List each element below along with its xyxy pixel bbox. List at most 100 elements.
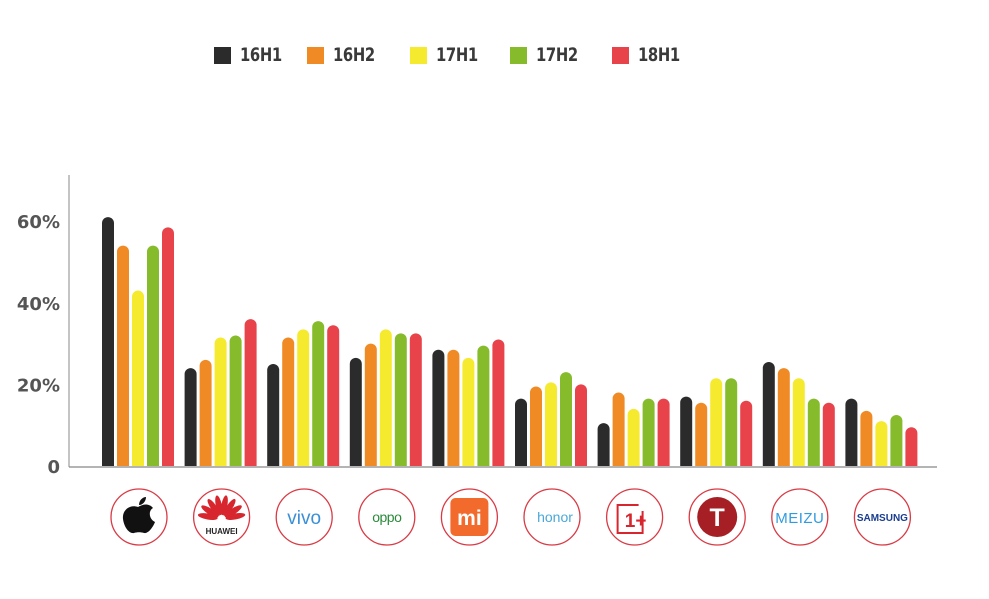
bar-apple-17h2 bbox=[147, 245, 159, 466]
bar-1-17h1 bbox=[627, 408, 640, 466]
legend-item-16h2: 16H2 bbox=[307, 42, 387, 68]
logo-ring bbox=[771, 488, 829, 546]
oneplus-mask bbox=[638, 497, 653, 511]
bar-1-16h1 bbox=[597, 423, 610, 466]
bars bbox=[102, 217, 918, 466]
oneplus-frame bbox=[616, 504, 644, 534]
bar-samsung-17h1 bbox=[875, 421, 888, 466]
legend-swatch bbox=[410, 46, 427, 64]
logo-samsung: SAMSUNG bbox=[853, 488, 912, 546]
logo-ring bbox=[275, 488, 333, 546]
apple-leaf-icon bbox=[139, 497, 146, 505]
logo-ring bbox=[853, 488, 912, 546]
bar-samsung-18h1 bbox=[905, 427, 918, 466]
bar-mi-17h2 bbox=[477, 345, 490, 466]
logo-apple bbox=[110, 488, 168, 546]
bar-mi-16h2 bbox=[447, 349, 460, 466]
bar-oppo-16h2 bbox=[364, 343, 377, 466]
bar-1-17h2 bbox=[642, 398, 655, 466]
smartisan-logo-disc bbox=[697, 497, 738, 537]
logo-huawei: HUAWEI bbox=[192, 488, 251, 546]
bar-samsung-16h1 bbox=[845, 398, 858, 466]
bar-oppo-16h1 bbox=[349, 357, 362, 466]
legend-label: 17H1 bbox=[436, 44, 478, 66]
bar-oppo-17h1 bbox=[379, 329, 392, 466]
bar-1-16h2 bbox=[612, 392, 625, 466]
legend-swatch bbox=[214, 46, 231, 64]
logo-meizu: MEIZU bbox=[771, 488, 829, 546]
bar-vivo-16h2 bbox=[282, 337, 295, 466]
y-tick-label: 60% bbox=[17, 212, 60, 233]
legend-item-17h2: 17H2 bbox=[510, 42, 590, 68]
bar-vivo-16h1 bbox=[267, 364, 280, 466]
bar-honor-17h2 bbox=[560, 372, 572, 466]
bar-t-17h1 bbox=[710, 378, 723, 466]
bar-honor-17h1 bbox=[545, 382, 557, 466]
logo-ring bbox=[192, 488, 251, 546]
bar-vivo-18h1 bbox=[327, 325, 340, 466]
bar-honor-18h1 bbox=[575, 384, 587, 466]
logo-honor: honor bbox=[523, 488, 581, 546]
brand-logos: HUAWEI vivo oppo mi honor 1+ T MEIZU SAMSUNG bbox=[110, 488, 912, 546]
legend-item-17h1: 17H1 bbox=[410, 42, 490, 68]
bar-samsung-17h2 bbox=[890, 415, 903, 466]
logo-mi: mi bbox=[440, 488, 499, 546]
bar-t-18h1 bbox=[740, 400, 753, 466]
bar-samsung-16h2 bbox=[860, 410, 873, 466]
bar-t-16h1 bbox=[680, 396, 693, 466]
bar-t-17h2 bbox=[725, 378, 738, 466]
logo-1: 1+ bbox=[605, 488, 664, 546]
bar-1-18h1 bbox=[657, 398, 670, 466]
y-tick-label: 40% bbox=[17, 294, 60, 315]
bar-mi-17h1 bbox=[462, 357, 475, 466]
huawei-flower-icon bbox=[197, 495, 246, 520]
logo-t: T bbox=[688, 488, 746, 546]
logo-text: vivo bbox=[287, 508, 321, 529]
bar-meizu-18h1 bbox=[822, 402, 835, 466]
bar-huawei-17h1 bbox=[214, 337, 227, 466]
y-tick-label: 0 bbox=[47, 457, 60, 478]
bar-apple-16h2 bbox=[117, 245, 129, 466]
bar-t-16h2 bbox=[695, 402, 708, 466]
logo-oppo: oppo bbox=[358, 488, 416, 546]
legend-item-16h1: 16H1 bbox=[214, 42, 294, 68]
legend-label: 17H2 bbox=[536, 44, 578, 66]
logo-text: HUAWEI bbox=[206, 527, 238, 536]
bar-huawei-18h1 bbox=[244, 319, 257, 466]
legend-swatch bbox=[510, 46, 527, 64]
legend: 16H1 16H2 17H1 17H2 18H1 bbox=[0, 42, 989, 72]
bar-mi-16h1 bbox=[432, 349, 445, 466]
bar-vivo-17h2 bbox=[312, 321, 325, 466]
bar-meizu-17h2 bbox=[807, 398, 820, 466]
legend-item-18h1: 18H1 bbox=[612, 42, 692, 68]
bar-honor-16h1 bbox=[515, 398, 527, 466]
apple-icon bbox=[122, 504, 155, 534]
bar-meizu-16h2 bbox=[777, 368, 790, 466]
logo-ring bbox=[523, 488, 581, 546]
y-tick-label: 20% bbox=[17, 375, 60, 396]
bar-huawei-16h1 bbox=[184, 368, 197, 466]
bar-honor-16h2 bbox=[530, 386, 542, 466]
bar-huawei-16h2 bbox=[199, 359, 212, 466]
bar-apple-16h1 bbox=[102, 217, 114, 466]
bar-apple-18h1 bbox=[162, 227, 174, 466]
bar-vivo-17h1 bbox=[297, 329, 310, 466]
bar-meizu-17h1 bbox=[792, 378, 805, 466]
logo-text: 1+ bbox=[625, 511, 647, 532]
bar-oppo-18h1 bbox=[409, 333, 422, 466]
bar-huawei-17h2 bbox=[229, 335, 242, 466]
logo-text: MEIZU bbox=[775, 510, 824, 527]
logo-text: honor bbox=[537, 509, 573, 525]
legend-label: 16H2 bbox=[333, 44, 375, 66]
logo-ring bbox=[358, 488, 416, 546]
logo-text: T bbox=[710, 504, 725, 532]
bar-oppo-17h2 bbox=[394, 333, 407, 466]
legend-swatch bbox=[307, 46, 324, 64]
logo-vivo: vivo bbox=[275, 488, 333, 546]
logo-text: oppo bbox=[372, 509, 402, 525]
legend-label: 18H1 bbox=[638, 44, 680, 66]
bar-meizu-16h1 bbox=[762, 361, 775, 466]
y-axis: 0 20% 40% 60% bbox=[17, 212, 60, 478]
bar-apple-17h1 bbox=[132, 290, 144, 466]
